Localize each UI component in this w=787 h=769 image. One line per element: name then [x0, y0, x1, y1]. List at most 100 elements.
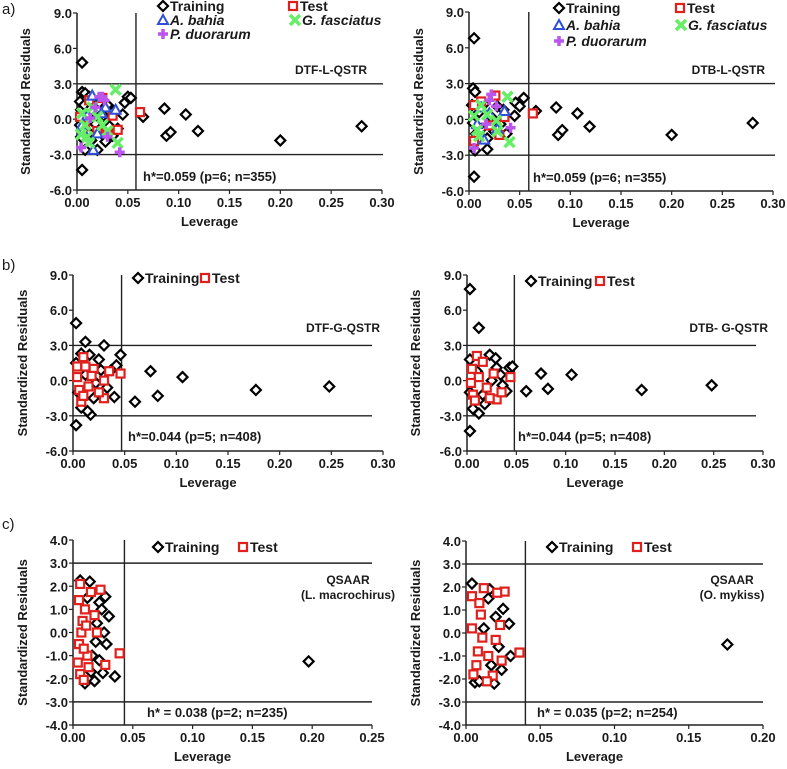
legend-item: Test — [594, 273, 635, 289]
panel-label-b: b) — [2, 257, 15, 274]
data-point — [79, 604, 91, 615]
data-point — [273, 133, 287, 147]
y-tick-label: 3.0 — [50, 338, 68, 353]
data-point — [481, 382, 492, 393]
data-point — [466, 591, 478, 602]
y-tick-label: -1.0 — [439, 649, 461, 664]
data-point — [468, 99, 480, 111]
data-point — [473, 371, 484, 383]
legend-item: Test — [674, 0, 715, 16]
data-point — [475, 609, 486, 620]
data-point — [746, 116, 760, 130]
y-tick-label: 3.0 — [54, 77, 72, 92]
data-point — [87, 674, 102, 688]
x-tick-label: 0.05 — [120, 730, 145, 745]
legend-item: Test — [199, 270, 240, 286]
x-axis-title: Leverage — [572, 215, 629, 230]
data-point — [555, 123, 569, 137]
legend-square-icon — [199, 272, 211, 284]
y-tick-label: -3.0 — [46, 695, 68, 710]
data-point — [491, 125, 504, 138]
legend-square-icon — [287, 0, 299, 12]
y-tick-label: 6.0 — [54, 41, 72, 56]
data-point — [91, 110, 104, 124]
chart-1: -6.0 -3.0 0.0 3.0 6.0 9.0 0.00 0.05 0.10 0.15 0.20… — [18, 0, 395, 229]
legend-item: P. duorarum — [158, 26, 251, 42]
legend-square-icon — [674, 2, 686, 14]
legend-square-icon — [237, 541, 249, 553]
data-point — [463, 282, 477, 296]
data-point — [83, 662, 94, 673]
data-point — [583, 120, 597, 134]
data-point — [497, 103, 512, 117]
data-point — [128, 395, 142, 409]
data-point — [514, 647, 525, 658]
x-tick-label: 0.25 — [319, 195, 344, 210]
h-star-annotation: h*=0.044 (p=5; n=408) — [128, 429, 261, 444]
data-point — [481, 108, 494, 121]
legend-label: Training — [566, 0, 620, 16]
legend-label: Training — [170, 0, 224, 14]
data-point — [75, 56, 89, 70]
legend-item: Training — [524, 273, 592, 289]
data-point — [472, 646, 483, 657]
legend-item: Test — [237, 539, 278, 555]
y-tick-label: 3.0 — [443, 557, 461, 572]
y-tick-label: 9.0 — [444, 268, 462, 283]
y-tick-label: 0.0 — [50, 374, 68, 389]
y-tick-label: 2.0 — [443, 580, 461, 595]
data-point — [102, 131, 113, 142]
y-tick-label: -6.0 — [46, 444, 68, 459]
chart-3: -6.0 -3.0 0.0 3.0 6.0 9.0 0.00 0.05 0.10 0.15 0.20… — [15, 268, 396, 490]
x-tick-label: 0.20 — [659, 196, 684, 211]
x-tick-label: 0.20 — [267, 456, 292, 471]
data-point — [467, 170, 481, 184]
legend-item: Test — [287, 0, 328, 14]
data-point — [502, 617, 516, 631]
data-point — [635, 383, 649, 397]
data-point — [665, 128, 679, 142]
y-tick-label: 0.0 — [446, 112, 464, 127]
legend-item: Training — [545, 539, 613, 555]
x-tick-label: 0.30 — [370, 456, 395, 471]
data-point — [463, 424, 477, 438]
x-tick-label: 0.00 — [60, 730, 85, 745]
data-point — [517, 91, 531, 105]
series-g-fasciatus — [467, 90, 516, 149]
y-tick-label: 3.0 — [444, 338, 462, 353]
data-point — [549, 100, 563, 115]
y-tick-label: -4.0 — [439, 718, 461, 733]
data-point — [534, 367, 548, 381]
data-point — [471, 350, 482, 362]
legend-triangle-icon — [552, 17, 566, 30]
x-axis-title: Leverage — [179, 475, 236, 490]
y-tick-label: 4.0 — [443, 534, 461, 549]
x-tick-label: 0.10 — [164, 456, 189, 471]
data-point — [495, 663, 509, 677]
data-point — [487, 670, 498, 681]
data-point — [78, 390, 89, 401]
y-axis-title: Standardized Residuals — [15, 290, 30, 437]
data-point — [191, 124, 205, 138]
data-point — [163, 125, 178, 139]
data-point — [93, 387, 104, 398]
data-point — [96, 666, 110, 680]
legend-diamond-icon — [131, 271, 145, 285]
y-tick-label: 3.0 — [446, 77, 464, 92]
legend-label: A. bahia — [169, 12, 225, 28]
data-point — [83, 381, 94, 392]
data-point — [80, 361, 91, 372]
model-label: (L. macrochirus) — [301, 588, 395, 602]
data-point — [107, 390, 121, 404]
data-point — [92, 352, 106, 367]
model-label: QSAAR — [326, 573, 370, 587]
legend-label: Training — [559, 539, 613, 555]
x-tick-label: 0.10 — [166, 195, 191, 210]
y-tick-label: 3.0 — [50, 556, 68, 571]
x-tick-label: 0.00 — [453, 730, 478, 745]
data-point — [355, 119, 369, 133]
legend-diamond-icon — [545, 540, 559, 554]
legend-cross-icon — [288, 13, 302, 27]
data-point — [474, 597, 485, 609]
x-tick-label: 0.15 — [240, 730, 265, 745]
